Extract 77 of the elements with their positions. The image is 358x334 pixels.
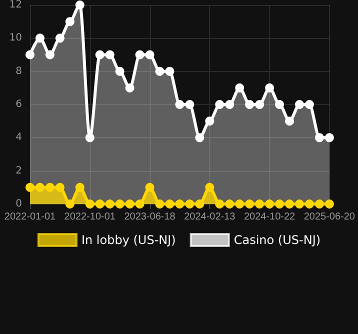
point [275, 200, 284, 208]
point [245, 200, 254, 208]
x-tick-label: 2024-10-22 [244, 212, 296, 222]
point [125, 200, 134, 208]
point [35, 182, 44, 192]
point [75, 0, 84, 10]
point [314, 133, 324, 142]
point [175, 100, 184, 109]
point [235, 200, 244, 208]
point [324, 133, 334, 142]
point [304, 200, 314, 208]
x-tick-label: 2024-02-13 [184, 212, 236, 222]
point [85, 133, 94, 142]
point [135, 200, 144, 208]
point [155, 66, 164, 76]
point [294, 100, 304, 109]
x-tick-label: 2022-01-01 [4, 212, 56, 222]
point [324, 200, 334, 208]
point [285, 200, 294, 208]
point [185, 100, 194, 109]
point [105, 200, 114, 208]
point [55, 34, 64, 43]
point [235, 83, 244, 92]
point [26, 182, 34, 192]
point [165, 200, 174, 208]
point [85, 200, 94, 208]
point [265, 200, 274, 208]
x-tick-label: 2025-06-20 [304, 212, 356, 222]
legend-label: In lobby (US-NJ) [81, 233, 176, 247]
point [26, 50, 34, 60]
y-tick-label: 4 [16, 132, 22, 144]
point [255, 200, 264, 208]
point [175, 200, 184, 208]
point [215, 200, 224, 208]
y-tick-label: 10 [9, 32, 22, 44]
x-tick-label: 2023-06-18 [124, 212, 176, 222]
point [225, 100, 234, 109]
point [95, 200, 104, 208]
y-tick-label: 0 [16, 198, 22, 210]
point [65, 17, 74, 26]
point [115, 66, 124, 76]
point [105, 50, 114, 60]
point [255, 100, 264, 109]
point [225, 200, 234, 208]
point [294, 200, 304, 208]
point [155, 200, 164, 208]
point [195, 200, 204, 208]
y-tick-label: 2 [16, 165, 22, 176]
point [145, 182, 154, 192]
point [265, 83, 274, 92]
legend-label: Casino (US-NJ) [234, 233, 321, 247]
x-tick-label: 2022-10-01 [64, 212, 116, 222]
point [45, 50, 54, 60]
y-tick-label: 8 [16, 66, 22, 77]
point [165, 66, 174, 76]
y-tick-label: 6 [16, 99, 22, 110]
point [275, 100, 284, 109]
point [125, 83, 134, 92]
point [115, 200, 124, 208]
point [55, 182, 64, 192]
point [65, 200, 74, 208]
point [205, 116, 214, 126]
point [304, 100, 314, 109]
point [245, 100, 254, 109]
point [95, 50, 104, 60]
point [185, 200, 194, 208]
point [285, 116, 294, 126]
y-tick-label: 12 [9, 0, 22, 10]
point [35, 34, 44, 43]
point [314, 200, 324, 208]
point [205, 182, 214, 192]
point [75, 182, 84, 192]
point [145, 50, 154, 60]
point [195, 133, 204, 142]
point [45, 182, 54, 192]
point [135, 50, 144, 60]
point [215, 100, 224, 109]
